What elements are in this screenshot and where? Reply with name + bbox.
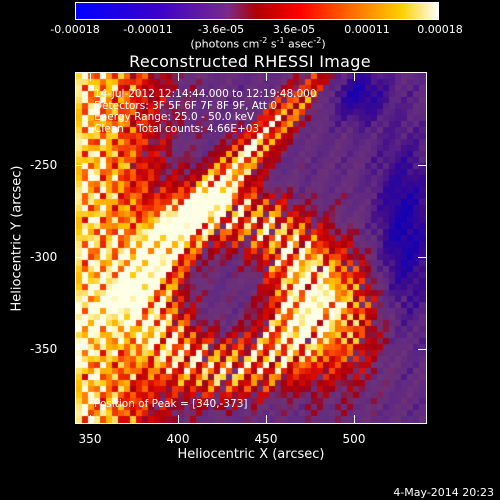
- y-tick-label: -250: [30, 158, 58, 172]
- x-tick-label: 500: [342, 432, 366, 446]
- y-tick-label: -350: [30, 342, 58, 356]
- colorbar-tick-label: 0.00011: [344, 23, 390, 36]
- info-energy-range: Energy Range: 25.0 - 50.0 keV: [94, 111, 255, 123]
- x-tick-label: 450: [254, 432, 278, 446]
- colorbar-units: (photons cm-2 s-1 asec-2): [190, 36, 326, 51]
- info-clean-counts: Clean Total counts: 4.66E+03: [94, 122, 260, 135]
- colorbar-tick-label: 3.6e-05: [272, 23, 316, 36]
- image-plot-area: 14-Jul-2012 12:14:44.000 to 12:19:48.000…: [75, 72, 427, 424]
- x-tick-label: 400: [166, 432, 190, 446]
- info-time-range: 14-Jul-2012 12:14:44.000 to 12:19:48.000: [94, 88, 317, 100]
- y-tick-label: -300: [30, 250, 58, 264]
- peak-position-label: Position of Peak = [340,-373]: [94, 398, 248, 410]
- y-axis-label: Heliocentric Y (arcsec): [9, 165, 25, 312]
- footer-date: 4-May-2014 20:23: [393, 486, 494, 499]
- plot-title: Reconstructed RHESSI Image: [129, 52, 371, 71]
- x-tick-label: 350: [78, 432, 102, 446]
- heatmap-image: [76, 73, 426, 423]
- colorbar-tick-label: -3.6e-05: [197, 23, 245, 36]
- info-detectors: Detectors: 3F 5F 6F 7F 8F 9F, Att 0: [94, 99, 278, 112]
- colorbar-tick-label: -0.00018: [50, 23, 100, 36]
- colorbar-tick-label: -0.00011: [123, 23, 173, 36]
- colorbar: [75, 2, 439, 20]
- colorbar-tick-label: 0.00018: [417, 23, 463, 36]
- x-axis-label: Heliocentric X (arcsec): [177, 447, 325, 462]
